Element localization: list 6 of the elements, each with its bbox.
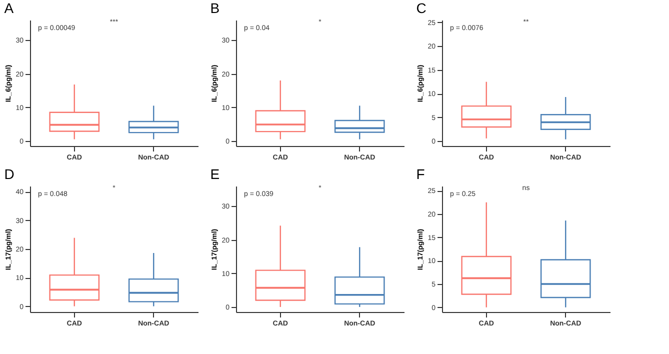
chart-title: E [210, 166, 220, 182]
chart-title: B [210, 0, 220, 16]
chart-title: A [4, 0, 14, 16]
chart-title: C [416, 0, 426, 16]
chart-title: F [416, 166, 425, 182]
chart-title: D [4, 166, 14, 182]
